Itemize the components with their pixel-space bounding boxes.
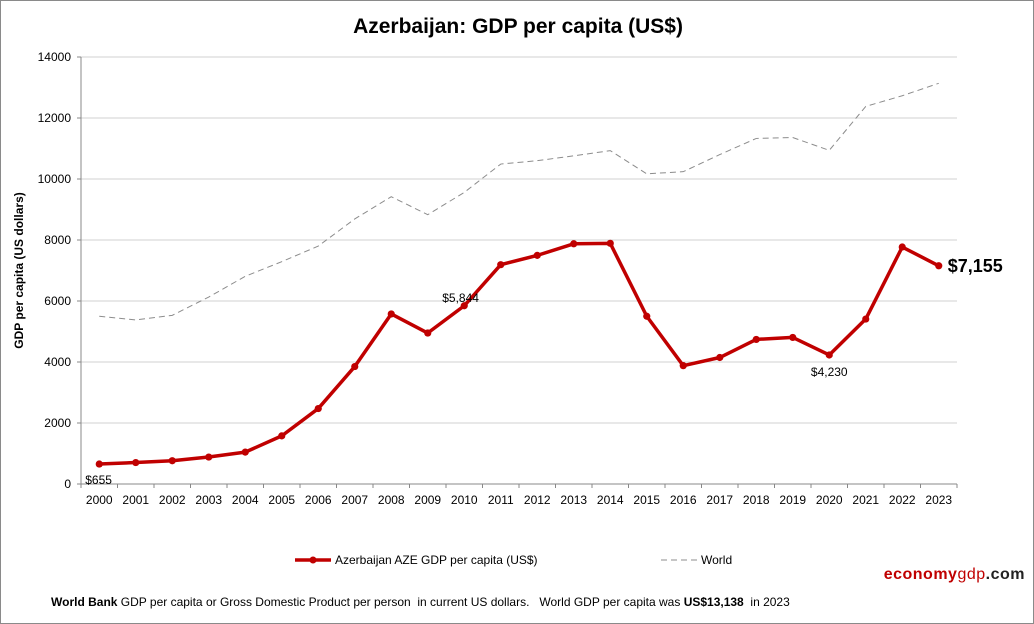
data-label: $5,844 bbox=[442, 291, 479, 305]
legend: Azerbaijan AZE GDP per capita (US$) Worl… bbox=[1, 553, 1033, 571]
brand-part2: gdp bbox=[957, 566, 986, 583]
y-tick-label: 4000 bbox=[44, 355, 71, 369]
data-point-azerbaijan bbox=[606, 239, 614, 247]
y-tick-label: 0 bbox=[64, 477, 71, 491]
y-tick-label: 12000 bbox=[38, 111, 72, 125]
x-tick-label: 2009 bbox=[414, 493, 441, 507]
legend-label-azerbaijan: Azerbaijan AZE GDP per capita (US$) bbox=[335, 553, 538, 567]
footnote-year: in 2023 bbox=[743, 595, 790, 609]
data-point-azerbaijan bbox=[278, 432, 286, 440]
x-tick-label: 2022 bbox=[889, 493, 916, 507]
legend-swatch-world bbox=[661, 559, 697, 561]
data-point-azerbaijan bbox=[168, 457, 176, 465]
footnote-world-value: US$13,138 bbox=[683, 595, 744, 609]
x-tick-label: 2007 bbox=[341, 493, 368, 507]
data-point-azerbaijan bbox=[789, 333, 797, 342]
data-point-azerbaijan bbox=[533, 251, 541, 259]
x-tick-label: 2004 bbox=[232, 493, 259, 507]
x-tick-label: 2014 bbox=[597, 493, 624, 507]
data-point-azerbaijan bbox=[716, 353, 724, 362]
x-tick-label: 2000 bbox=[86, 493, 113, 507]
data-label: $655 bbox=[85, 473, 112, 487]
data-point-azerbaijan bbox=[825, 351, 833, 359]
data-point-azerbaijan bbox=[679, 362, 687, 370]
x-tick-label: 2008 bbox=[378, 493, 405, 507]
footnote: World Bank GDP per capita or Gross Domes… bbox=[51, 595, 790, 609]
data-point-azerbaijan bbox=[351, 362, 359, 371]
x-tick-label: 2003 bbox=[195, 493, 222, 507]
line-chart: 0 2000 4000 6000 8000 10000 12000 14000 2000 2001… bbox=[12, 50, 1003, 507]
chart-title: Azerbaijan: GDP per capita (US$) bbox=[353, 15, 683, 38]
x-tick-label: 2011 bbox=[488, 493, 514, 507]
data-point-azerbaijan bbox=[643, 312, 651, 320]
legend-label-world: World bbox=[701, 553, 733, 567]
data-point-azerbaijan bbox=[424, 329, 432, 337]
y-tick-label: 14000 bbox=[38, 50, 72, 64]
data-point-azerbaijan bbox=[387, 310, 395, 318]
data-point-azerbaijan bbox=[752, 335, 760, 344]
data-point-azerbaijan bbox=[314, 404, 322, 413]
x-tick-label: 2012 bbox=[524, 493, 551, 507]
y-tick-label: 6000 bbox=[44, 294, 71, 308]
x-tick-label: 2006 bbox=[305, 493, 332, 507]
y-tick-label: 2000 bbox=[44, 416, 71, 430]
data-point-azerbaijan bbox=[95, 460, 103, 468]
y-tick-label: 8000 bbox=[44, 233, 71, 247]
data-point-azerbaijan bbox=[570, 240, 578, 248]
x-tick-label: 2001 bbox=[122, 493, 149, 507]
data-point-azerbaijan bbox=[460, 302, 468, 310]
x-tick-label: 2023 bbox=[925, 493, 952, 507]
data-point-azerbaijan bbox=[205, 453, 213, 461]
y-axis-label: GDP per capita (US dollars) bbox=[12, 192, 26, 349]
brand-part1: economy bbox=[883, 566, 958, 583]
x-tick-label: 2020 bbox=[816, 493, 843, 507]
x-tick-label: 2002 bbox=[159, 493, 186, 507]
legend-item-world: World bbox=[661, 553, 732, 567]
footnote-source: World Bank bbox=[51, 595, 118, 609]
x-tick-label: 2017 bbox=[706, 493, 733, 507]
legend-item-azerbaijan: Azerbaijan AZE GDP per capita (US$) bbox=[295, 553, 538, 567]
data-point-azerbaijan bbox=[132, 458, 140, 467]
data-label-latest: $7,155 bbox=[948, 256, 1003, 276]
x-tick-label: 2019 bbox=[779, 493, 806, 507]
data-point-azerbaijan bbox=[497, 261, 505, 269]
y-tick-label: 10000 bbox=[38, 172, 72, 186]
x-tick-label: 2005 bbox=[268, 493, 295, 507]
series-line-world bbox=[99, 82, 939, 321]
x-tick-label: 2016 bbox=[670, 493, 697, 507]
x-tick-label: 2010 bbox=[451, 493, 478, 507]
data-point-azerbaijan bbox=[898, 243, 906, 251]
footnote-text: GDP per capita or Gross Domestic Product… bbox=[117, 595, 684, 609]
x-tick-label: 2021 bbox=[852, 493, 879, 507]
data-point-azerbaijan bbox=[935, 262, 943, 270]
legend-swatch-azerbaijan bbox=[295, 556, 331, 564]
x-tick-label: 2015 bbox=[633, 493, 660, 507]
data-point-azerbaijan bbox=[241, 448, 249, 456]
data-point-azerbaijan bbox=[862, 315, 870, 323]
brand-part3: .com bbox=[985, 566, 1025, 583]
brand-logo: economygdp.com bbox=[884, 566, 1025, 584]
x-tick-label: 2018 bbox=[743, 493, 770, 507]
data-label: $4,230 bbox=[811, 365, 848, 379]
x-tick-label: 2013 bbox=[560, 493, 587, 507]
series-line-azerbaijan bbox=[99, 241, 940, 466]
